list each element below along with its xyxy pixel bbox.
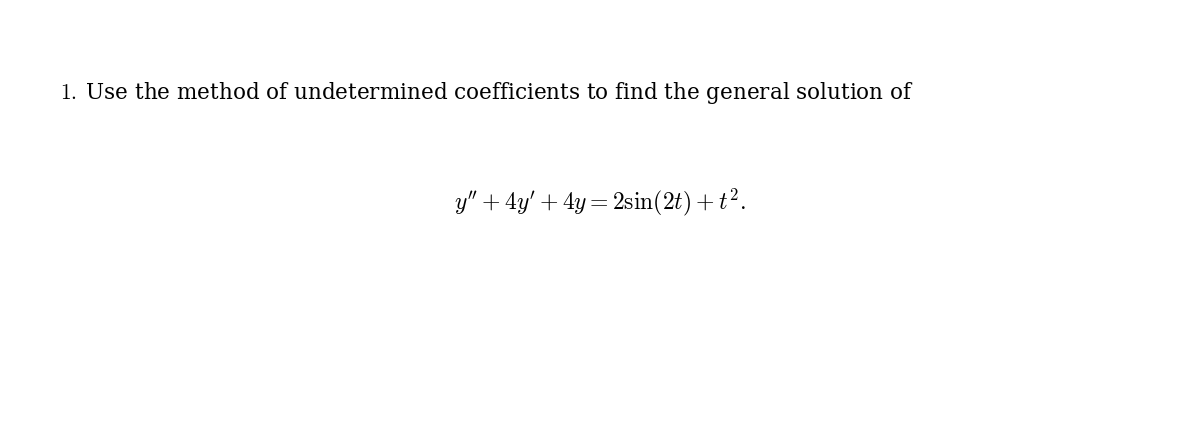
Text: $\mathbf{1.}$$\;$Use the method of undetermined coefficients to find the general: $\mathbf{1.}$$\;$Use the method of undet… [60, 80, 913, 106]
Text: $y'' + 4y' + 4y = 2\sin(2t) + t^2.$: $y'' + 4y' + 4y = 2\sin(2t) + t^2.$ [454, 186, 746, 218]
